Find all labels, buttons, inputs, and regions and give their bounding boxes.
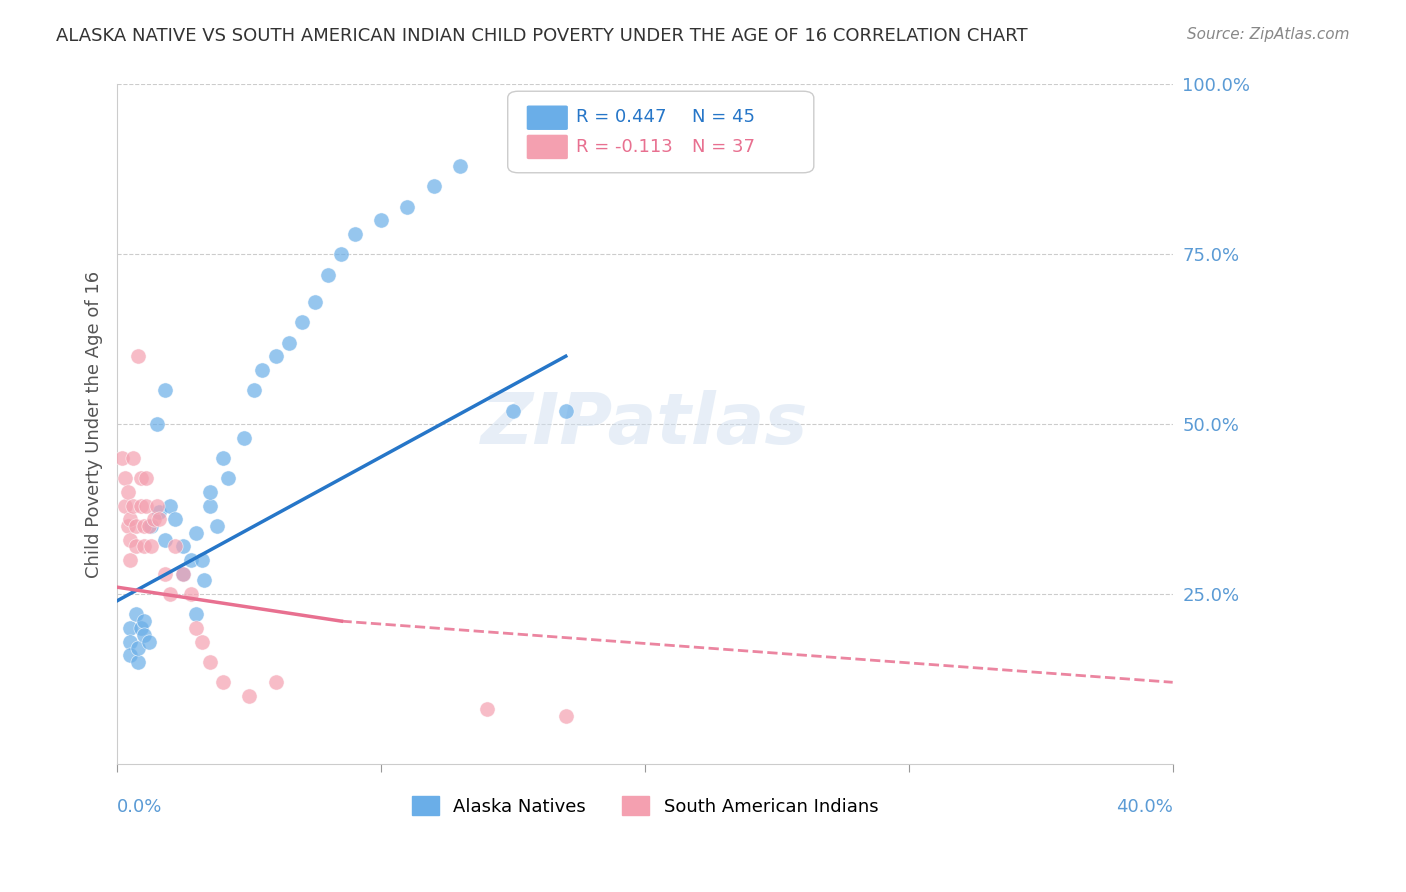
Legend: Alaska Natives, South American Indians: Alaska Natives, South American Indians	[405, 789, 886, 822]
Point	[127, 655, 149, 669]
Y-axis label: Child Poverty Under the Age of 16: Child Poverty Under the Age of 16	[86, 270, 103, 578]
Point	[264, 675, 287, 690]
Point	[370, 213, 392, 227]
Point	[132, 614, 155, 628]
Text: ZIPatlas: ZIPatlas	[481, 390, 808, 458]
Point	[277, 335, 299, 350]
Point	[198, 655, 221, 669]
Point	[238, 689, 260, 703]
Point	[554, 403, 576, 417]
Point	[124, 519, 146, 533]
Point	[193, 574, 215, 588]
Point	[190, 553, 212, 567]
Point	[186, 621, 208, 635]
Point	[129, 471, 152, 485]
Point	[264, 349, 287, 363]
Point	[304, 294, 326, 309]
Text: Source: ZipAtlas.com: Source: ZipAtlas.com	[1187, 27, 1350, 42]
Point	[172, 566, 194, 581]
Point	[148, 505, 170, 519]
Point	[153, 566, 176, 581]
Point	[120, 533, 142, 547]
Point	[127, 349, 149, 363]
Point	[180, 553, 202, 567]
Point	[396, 200, 419, 214]
Point	[217, 471, 239, 485]
Point	[132, 628, 155, 642]
Point	[138, 519, 160, 533]
Point	[153, 383, 176, 397]
Point	[165, 540, 187, 554]
Point	[117, 519, 139, 533]
Point	[232, 431, 254, 445]
Point	[186, 607, 208, 622]
Point	[172, 540, 194, 554]
Point	[120, 512, 142, 526]
Point	[120, 648, 142, 662]
Point	[135, 499, 157, 513]
Point	[141, 540, 163, 554]
Point	[122, 499, 145, 513]
Point	[343, 227, 366, 241]
Point	[129, 621, 152, 635]
Point	[180, 587, 202, 601]
Text: N = 45: N = 45	[692, 108, 755, 126]
Point	[153, 533, 176, 547]
Text: 0.0%: 0.0%	[117, 797, 163, 816]
Point	[117, 485, 139, 500]
Text: R = 0.447: R = 0.447	[576, 108, 666, 126]
Point	[124, 607, 146, 622]
Point	[165, 512, 187, 526]
Point	[132, 519, 155, 533]
Point	[316, 268, 339, 282]
Point	[124, 540, 146, 554]
Point	[252, 363, 274, 377]
Point	[120, 553, 142, 567]
Text: ALASKA NATIVE VS SOUTH AMERICAN INDIAN CHILD POVERTY UNDER THE AGE OF 16 CORRELA: ALASKA NATIVE VS SOUTH AMERICAN INDIAN C…	[56, 27, 1028, 45]
Point	[120, 634, 142, 648]
Point	[243, 383, 266, 397]
Point	[146, 499, 169, 513]
Point	[141, 519, 163, 533]
Point	[135, 471, 157, 485]
Point	[114, 499, 136, 513]
Point	[159, 587, 181, 601]
Point	[211, 675, 233, 690]
Point	[554, 709, 576, 723]
Point	[207, 519, 229, 533]
Point	[423, 179, 446, 194]
Point	[111, 451, 134, 466]
Point	[211, 451, 233, 466]
Point	[159, 499, 181, 513]
Point	[186, 525, 208, 540]
Point	[129, 499, 152, 513]
Point	[330, 247, 353, 261]
Point	[132, 540, 155, 554]
Point	[449, 159, 471, 173]
Point	[291, 315, 314, 329]
Point	[143, 512, 166, 526]
Point	[198, 499, 221, 513]
Point	[122, 451, 145, 466]
Point	[172, 566, 194, 581]
Text: 40.0%: 40.0%	[1116, 797, 1173, 816]
Point	[502, 403, 524, 417]
Text: N = 37: N = 37	[692, 138, 755, 156]
Point	[120, 621, 142, 635]
FancyBboxPatch shape	[527, 135, 568, 159]
Text: R = -0.113: R = -0.113	[576, 138, 673, 156]
FancyBboxPatch shape	[527, 105, 568, 130]
Point	[198, 485, 221, 500]
FancyBboxPatch shape	[508, 91, 814, 173]
Point	[475, 702, 498, 716]
Point	[138, 634, 160, 648]
Point	[114, 471, 136, 485]
Point	[146, 417, 169, 431]
Point	[127, 641, 149, 656]
Point	[190, 634, 212, 648]
Point	[148, 512, 170, 526]
